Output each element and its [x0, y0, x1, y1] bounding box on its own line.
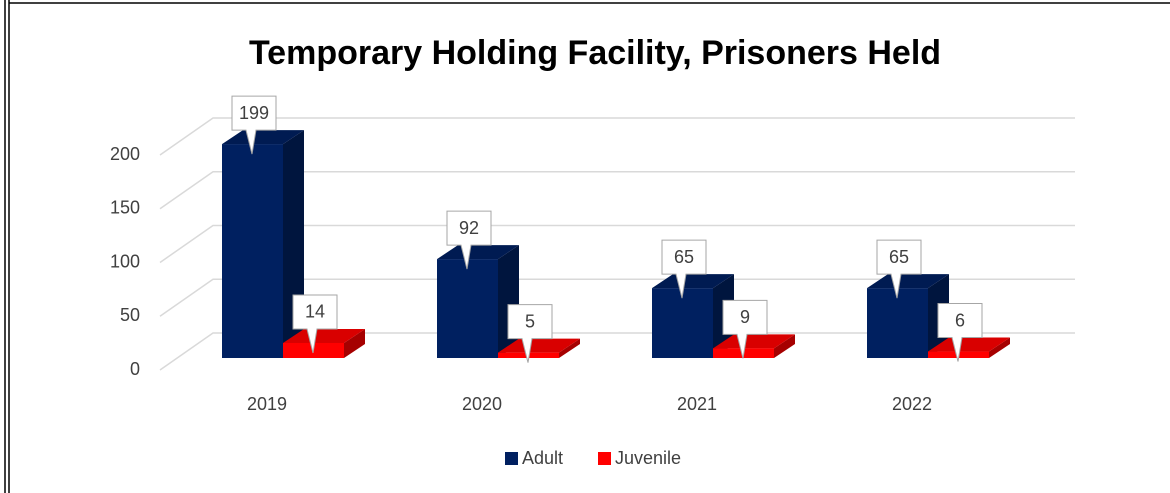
bar-side: [774, 334, 795, 358]
bar-top: [867, 274, 949, 289]
x-tick-label: 2022: [892, 394, 932, 414]
data-label: 199: [239, 103, 269, 123]
bar-top: [437, 245, 519, 260]
grid-line: [159, 332, 1075, 371]
y-tick-label: 0: [130, 359, 140, 379]
bar-side: [989, 337, 1010, 358]
grid-line: [159, 117, 1075, 156]
data-label-box: [507, 304, 553, 363]
x-tick-label: 2019: [247, 394, 287, 414]
bar-side: [559, 338, 580, 358]
bar: [437, 259, 498, 358]
data-label: 65: [889, 247, 909, 267]
data-label-box: [231, 95, 277, 155]
bar: [222, 144, 283, 358]
data-label: 6: [955, 310, 965, 330]
x-tick-label: 2020: [462, 394, 502, 414]
data-label: 14: [305, 302, 325, 322]
bar: [867, 288, 928, 358]
data-label-box: [292, 294, 338, 354]
grid-line: [159, 224, 1075, 264]
bar-top: [652, 274, 734, 289]
data-label: 9: [740, 307, 750, 327]
data-label-box: [446, 210, 492, 270]
legend-label: Adult: [522, 448, 563, 468]
data-label-box: [722, 299, 768, 359]
data-label-box: [661, 239, 707, 299]
bar-top: [283, 328, 365, 343]
bar-top: [928, 337, 1010, 352]
legend-swatch: [505, 452, 518, 465]
legend-swatch: [598, 452, 611, 465]
bar-top: [222, 130, 304, 145]
bar-side: [344, 328, 365, 358]
data-label: 5: [525, 311, 535, 331]
grid-line: [159, 278, 1075, 317]
grid-line: [159, 171, 1075, 210]
data-label-box: [876, 239, 922, 299]
y-tick-label: 150: [110, 198, 140, 218]
data-label: 92: [459, 218, 479, 238]
legend-label: Juvenile: [615, 448, 681, 468]
chart-title: Temporary Holding Facility, Prisoners He…: [249, 34, 941, 72]
y-tick-label: 200: [110, 144, 140, 164]
bar-top: [713, 334, 795, 349]
x-tick-label: 2021: [677, 394, 717, 414]
bar-top: [498, 338, 580, 353]
bar: [652, 288, 713, 358]
y-tick-label: 50: [120, 305, 140, 325]
data-label-box: [937, 303, 983, 362]
data-label: 65: [674, 247, 694, 267]
y-tick-label: 100: [110, 251, 140, 271]
